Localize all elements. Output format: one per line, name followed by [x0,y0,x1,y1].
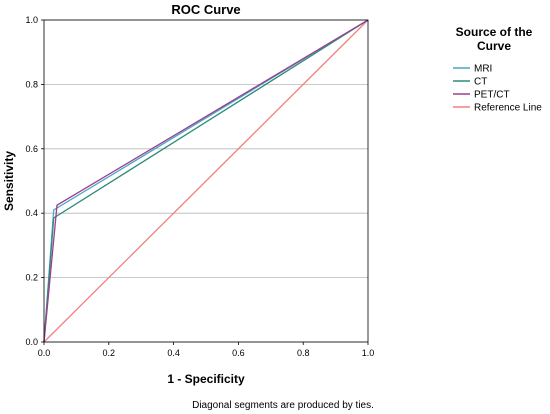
x-axis-title: 1 - Specificity [167,372,245,386]
y-axis-title: Sensitivity [2,151,16,211]
x-tick-label-1: 0.2 [103,348,116,358]
x-tick-label-3: 0.6 [232,348,245,358]
legend-title-line-2: Curve [477,39,511,53]
series-line-ct [43,19,369,343]
series-lines [43,19,369,343]
legend-label-ct: CT [474,77,487,88]
y-tick-label-5: 1.0 [25,15,38,25]
x-tick-label-0: 0.0 [38,348,51,358]
chart-title: ROC Curve [171,2,240,17]
y-tick-label-2: 0.4 [25,208,38,218]
y-tick-label-0: 0.0 [25,337,38,347]
y-tick-label-1: 0.2 [25,273,38,283]
legend-label-reference-line: Reference Line [474,103,542,114]
series-line-pet-ct [43,19,369,343]
y-tick-label-4: 0.8 [25,79,38,89]
legend-label-mri: MRI [474,64,492,75]
footnote: Diagonal segments are produced by ties. [192,400,374,411]
x-tick-label-2: 0.4 [167,348,180,358]
y-axis-ticks: 0.0 0.2 0.4 0.6 0.8 1.0 [25,15,44,347]
legend-items: MRI CT PET/CT Reference Line [453,64,542,114]
series-line-reference-line [43,19,369,343]
legend-title-line-1: Source of the [456,25,533,39]
legend: Source of the Curve MRI CT PET/CT Reference… [453,25,542,114]
x-tick-label-4: 0.8 [297,348,310,358]
legend-label-pet-ct: PET/CT [474,90,510,101]
x-tick-label-5: 1.0 [362,348,375,358]
y-tick-label-3: 0.6 [25,144,38,154]
plot-area-frame [43,19,369,343]
x-axis-ticks: 0.0 0.2 0.4 0.6 0.8 1.0 [38,342,375,358]
